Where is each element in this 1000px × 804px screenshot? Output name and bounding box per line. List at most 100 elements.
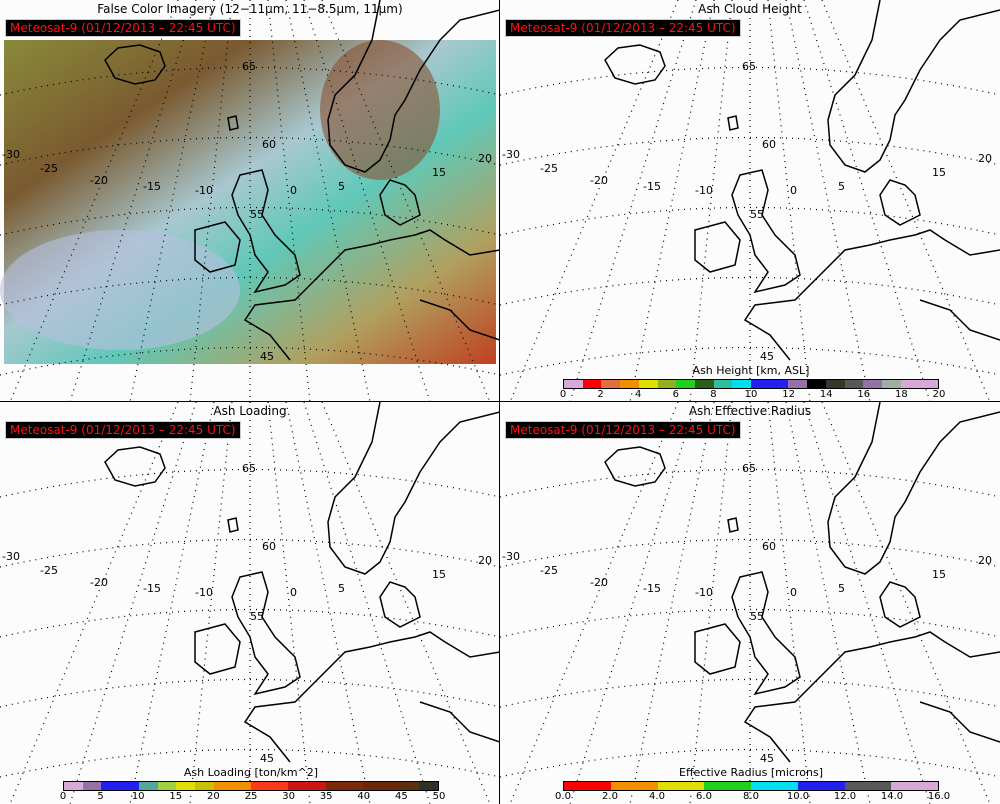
coastline <box>194 221 241 273</box>
longitude-line <box>785 0 871 402</box>
coastline <box>919 701 1000 743</box>
coastline <box>604 446 666 487</box>
coastline <box>104 446 166 487</box>
panel-title: Ash Loading <box>213 404 287 418</box>
longitude-line <box>629 402 715 804</box>
satellite-timestamp: Meteosat-9 (01/12/2013 – 22:45 UTC) <box>5 421 241 439</box>
longitude-label: -15 <box>643 582 661 595</box>
false-color-map[interactable]: -30 -25 -20 -15 -10 0 5 15 20 65 60 55 45 <box>0 0 500 402</box>
colorbar-segment <box>694 380 714 388</box>
longitude-line <box>285 402 371 804</box>
colorbar-title: Ash Loading [ton/km^2] <box>183 766 319 779</box>
colorbar-segment <box>638 380 658 388</box>
longitude-label: 15 <box>932 166 946 179</box>
longitude-label: 0 <box>290 586 297 599</box>
latitude-label: 60 <box>762 540 776 553</box>
latitude-label: 65 <box>742 462 756 475</box>
longitude-label: -25 <box>40 564 58 577</box>
latitude-label: 45 <box>260 752 274 765</box>
colorbar-segment <box>138 782 158 790</box>
colorbar-tick-label: 25 <box>244 791 258 802</box>
longitude-line <box>689 0 733 402</box>
latitude-label: 60 <box>262 540 276 553</box>
panel-false-color: -30 -25 -20 -15 -10 0 5 15 20 65 60 55 45 False Colo… <box>0 0 500 402</box>
colorbar-segment <box>251 782 270 790</box>
longitude-line <box>69 0 197 402</box>
longitude-line <box>9 0 179 402</box>
latitude-label: 55 <box>250 208 264 221</box>
colorbar-segment <box>307 782 326 790</box>
longitude-label: -10 <box>695 184 713 197</box>
colorbar-segment <box>325 782 345 790</box>
coastline <box>879 179 921 226</box>
longitude-line <box>285 0 371 402</box>
effective-radius-map[interactable]: -30 -25 -20 -15 -10 0 5 15 20 65 60 55 45 <box>500 402 1000 804</box>
colorbar-tick-label: 12.0 <box>833 791 857 802</box>
coastline <box>827 402 1000 575</box>
longitude-label: 20 <box>478 554 492 567</box>
colorbar-segment <box>676 380 695 388</box>
longitude-line <box>803 0 931 402</box>
colorbar-tick-label: 50 <box>432 791 446 802</box>
colorbar-tick-label: 6 <box>672 389 679 400</box>
colorbar-segment <box>713 380 733 388</box>
coastline <box>194 623 241 675</box>
coastline <box>243 631 500 763</box>
latitude-label: 55 <box>250 610 264 623</box>
colorbar-tick-label: 0 <box>559 389 567 400</box>
longitude-line <box>785 402 871 804</box>
longitude-label: -20 <box>590 576 608 589</box>
colorbar-ticks: 0 5 10 15 20 25 30 35 40 45 50 <box>60 791 446 803</box>
coastline <box>243 229 500 361</box>
satellite-timestamp: Meteosat-9 (01/12/2013 – 22:45 UTC) <box>505 19 741 37</box>
longitude-line <box>569 0 697 402</box>
colorbar-tick-label: 0.0 <box>555 791 571 802</box>
coastline <box>827 0 1000 173</box>
latitude-label: 65 <box>742 60 756 73</box>
colorbar-segment <box>797 782 822 790</box>
colorbar-segment <box>381 782 401 790</box>
colorbar-tick-label: 15 <box>169 791 183 802</box>
coastline <box>231 169 301 294</box>
horizontal-divider <box>0 401 1000 402</box>
colorbar-segment <box>844 380 864 388</box>
longitude-line <box>767 402 811 804</box>
satellite-timestamp: Meteosat-9 (01/12/2013 – 22:45 UTC) <box>505 421 741 439</box>
longitude-label: -20 <box>90 576 108 589</box>
colorbar-ticks: 0 2 4 6 8 10 12 14 16 18 20 <box>559 389 946 401</box>
longitude-label: -25 <box>540 564 558 577</box>
longitude-line <box>509 402 679 804</box>
latitude-label: 65 <box>242 60 256 73</box>
longitude-label: -15 <box>143 180 161 193</box>
longitude-label: 5 <box>338 180 345 193</box>
latitude-label: 55 <box>750 208 764 221</box>
coastline <box>327 402 500 575</box>
longitude-label: 15 <box>432 568 446 581</box>
colorbar-segment <box>769 380 789 388</box>
latitude-label: 55 <box>750 610 764 623</box>
colorbar-tick-label: 6.0 <box>696 791 712 802</box>
colorbar-tick-label: 4 <box>635 389 642 400</box>
colorbar-tick-label: 18 <box>895 389 908 400</box>
coastline <box>731 571 801 696</box>
latitude-line <box>500 538 1000 568</box>
colorbar-segment <box>867 782 892 790</box>
vertical-divider <box>499 0 500 804</box>
colorbar-tick-label: 8.0 <box>743 791 759 802</box>
longitude-line <box>267 0 311 402</box>
colorbar-tick-label: 2 <box>597 389 604 400</box>
coastline <box>227 115 239 131</box>
colorbar-tick-label: 10 <box>131 791 145 802</box>
longitude-label: -25 <box>540 162 558 175</box>
coastline <box>604 44 666 85</box>
colorbar-tick-label: 12 <box>782 389 795 400</box>
colorbar-segment <box>344 782 364 790</box>
colorbar-title: Ash Height [km, ASL] <box>692 364 810 377</box>
colorbar-segment <box>587 782 611 790</box>
longitude-label: 0 <box>790 586 797 599</box>
colorbar-segment <box>64 782 83 790</box>
ash-loading-map[interactable]: -30 -25 -20 -15 -10 0 5 15 20 65 60 55 45 <box>0 402 500 804</box>
longitude-line <box>189 0 233 402</box>
